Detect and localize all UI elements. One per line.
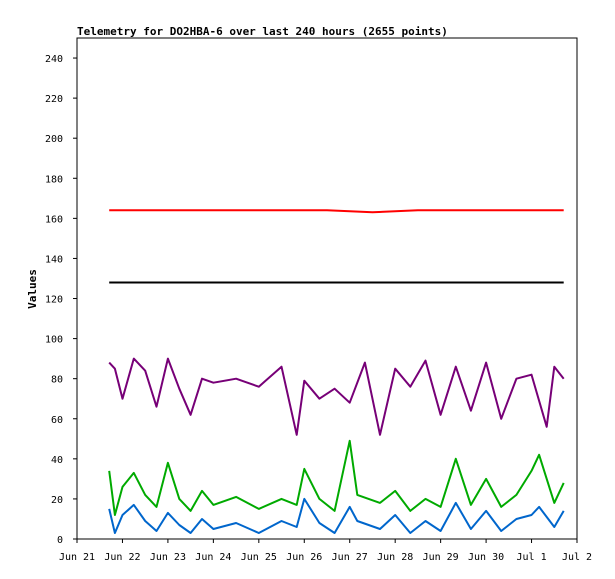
y-axis-ticks: 0 20 40 60 80 100 120 140 160 180 200 220 240 [45, 54, 77, 546]
x-tick-label: Jul 2 [562, 552, 592, 563]
y-axis-label: Values [26, 269, 39, 309]
y-tick-label: 20 [51, 495, 63, 506]
y-tick-label: 40 [51, 455, 63, 466]
x-axis-ticks: Jun 21 Jun 22 Jun 23 Jun 24 Jun 25 Jun 26 Jun … [59, 539, 592, 563]
series-line-3 [108, 357, 565, 436]
x-tick-label: Jun 22 [104, 552, 140, 563]
x-tick-label: Jul 1 [516, 552, 546, 563]
plot-frame [76, 37, 578, 540]
x-tick-label: Jun 21 [59, 552, 95, 563]
x-tick-label: Jun 27 [332, 552, 368, 563]
y-tick-label: 180 [45, 174, 63, 185]
y-tick-label: 160 [45, 214, 63, 225]
y-tick-label: 240 [45, 54, 63, 65]
y-tick-label: 80 [51, 375, 63, 386]
y-tick-label: 140 [45, 254, 63, 265]
y-tick-label: 120 [45, 295, 63, 306]
y-tick-label: 100 [45, 335, 63, 346]
y-tick-label: 60 [51, 415, 63, 426]
series-line-1 [109, 209, 564, 214]
x-tick-label: Jun 25 [241, 552, 277, 563]
x-tick-label: Jun 28 [377, 552, 413, 563]
x-tick-label: Jun 23 [150, 552, 186, 563]
series-line-5 [108, 497, 565, 534]
x-tick-label: Jun 26 [286, 552, 322, 563]
x-tick-label: Jun 30 [468, 552, 504, 563]
y-tick-label: 200 [45, 134, 63, 145]
chart-title: Telemetry for DO2HBA-6 over last 240 hou… [77, 25, 448, 38]
x-tick-label: Jun 24 [195, 552, 231, 563]
y-tick-label: 0 [57, 535, 63, 546]
series-line-4 [108, 439, 565, 516]
series-layer [108, 209, 565, 534]
y-tick-label: 220 [45, 94, 63, 105]
plot-area [76, 37, 578, 540]
x-tick-label: Jun 29 [423, 552, 459, 563]
